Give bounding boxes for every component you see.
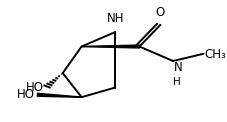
Polygon shape [37, 93, 81, 97]
Text: HO: HO [17, 88, 35, 101]
Text: N: N [173, 61, 181, 74]
Text: NH: NH [106, 12, 123, 25]
Text: CH₃: CH₃ [204, 48, 225, 61]
Text: HO: HO [26, 81, 44, 94]
Text: H: H [173, 77, 180, 87]
Text: O: O [155, 6, 164, 19]
Polygon shape [81, 45, 139, 48]
